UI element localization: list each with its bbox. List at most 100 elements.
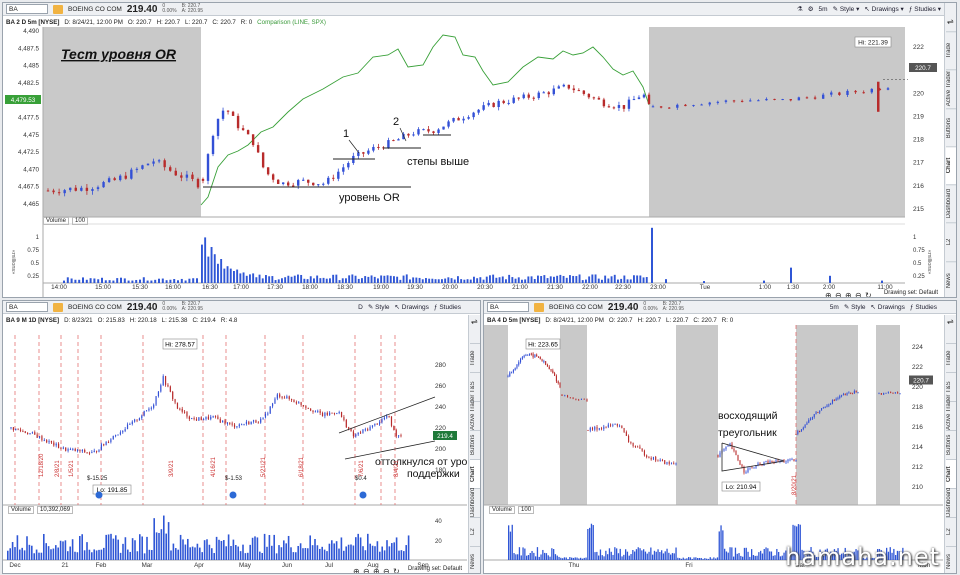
volume-bar — [227, 534, 230, 560]
volume-bar — [124, 537, 127, 560]
side-tab-buttons[interactable]: Buttons — [946, 430, 956, 459]
side-tab-news[interactable]: News — [470, 546, 480, 573]
volume-bar — [207, 256, 210, 283]
side-tab-trade[interactable]: Trade — [946, 31, 956, 70]
drawing-set-label[interactable]: Drawing set: Default — [883, 290, 938, 296]
symbol-input[interactable]: BA — [487, 302, 529, 312]
symbol-input[interactable]: BA — [6, 4, 48, 14]
main-price-chart[interactable]: Тест уровня OR 1 2 степы выше уровень OR 4,4… — [3, 27, 943, 298]
side-tab-active-trader[interactable]: Active Trader — [470, 395, 480, 430]
side-tab-buttons[interactable]: Buttons — [470, 430, 480, 459]
volume-bar — [306, 279, 309, 283]
candle-body — [723, 449, 725, 451]
hi-label: Hi: 278.57 — [165, 342, 195, 349]
volume-bar — [830, 551, 832, 560]
candle-body — [577, 90, 581, 92]
volume-bar — [850, 554, 852, 560]
change: 0 0.00% — [643, 301, 658, 312]
volume-bar — [535, 556, 537, 560]
volume-bar — [256, 537, 259, 560]
studies-button[interactable]: ƒ Studies — [909, 303, 937, 311]
side-tab-chart[interactable]: Chart — [470, 459, 480, 488]
style-button[interactable]: ✎ Style — [843, 304, 866, 311]
drawings-button[interactable]: ↖ Drawings ▾ — [864, 6, 904, 13]
side-tab-l2[interactable]: L2 — [946, 517, 956, 546]
volume-bar — [806, 554, 809, 560]
side-tab-dashboard[interactable]: Dashboard — [946, 184, 956, 223]
side-tab-dashboard[interactable]: Dashboard — [470, 488, 480, 517]
side-tab-l2[interactable]: L2 — [470, 517, 480, 546]
daily-price-chart[interactable]: оттолкнулся от уровняподдержки Hi: 278.57… — [3, 325, 467, 574]
side-tab-trade[interactable]: Trade — [470, 343, 480, 372]
volume-bar — [129, 551, 131, 560]
style-button[interactable]: ✎ Style — [367, 304, 390, 311]
volume-bar — [621, 556, 623, 560]
time-axis-tick: 17:30 — [267, 284, 283, 291]
volume-bar — [485, 276, 488, 283]
candle-body — [212, 416, 214, 418]
volume-bar — [686, 558, 688, 560]
drawings-button[interactable]: ↖ Drawings — [870, 304, 905, 311]
side-tab-news[interactable]: News — [946, 260, 956, 297]
side-tab-l2[interactable]: L2 — [946, 222, 956, 261]
collapse-icon[interactable]: ⇌ — [471, 317, 478, 326]
volume-bar — [646, 553, 648, 560]
candle-body — [27, 432, 29, 435]
style-button[interactable]: ✎ Style ▾ — [832, 6, 860, 13]
gear-icon[interactable]: ⚙ — [807, 6, 814, 13]
volume-bar — [634, 551, 636, 560]
drawings-button[interactable]: ↖ Drawings — [394, 304, 429, 311]
hi-label-bg — [525, 338, 561, 350]
candle-body — [765, 98, 768, 101]
volume-bar — [9, 548, 11, 560]
candle-body — [46, 440, 48, 443]
candle-body — [386, 416, 388, 418]
volume-bar — [398, 550, 400, 560]
drawing-set-label[interactable]: Drawing set: Default — [407, 566, 462, 572]
flask-icon[interactable]: ⚗ — [796, 6, 803, 13]
timeframe-button[interactable]: 5m — [818, 5, 828, 13]
side-tab-active-trader[interactable]: Active Trader — [946, 395, 956, 430]
timeframe-button[interactable]: D — [358, 303, 363, 311]
candle-body — [157, 160, 161, 162]
volume-bar — [331, 540, 333, 560]
volume-bar — [95, 550, 98, 560]
left-axis-tick: 4,467.5 — [18, 184, 40, 191]
volume-bar — [749, 556, 751, 560]
annotation-2: 2 — [393, 116, 399, 128]
candle-body — [592, 97, 596, 99]
intraday-4d-chart[interactable]: восходящий треугольник Hi: 223.65 Lo: 210.9… — [484, 325, 943, 574]
studies-button[interactable]: ƒ Studies ▾ — [908, 6, 941, 13]
volume-bar — [352, 545, 355, 560]
symbol-input[interactable]: BA — [6, 302, 48, 312]
volume-bar — [117, 539, 119, 560]
side-tab-dashboard[interactable]: Dashboard — [946, 488, 956, 517]
volume-bar — [182, 539, 184, 560]
candle-body — [741, 464, 743, 467]
volume-bar — [328, 543, 331, 560]
studies-button[interactable]: ƒ Studies — [433, 303, 461, 311]
candle-body — [207, 416, 209, 420]
side-tab-news[interactable]: News — [946, 546, 956, 573]
volume-bar — [787, 547, 789, 560]
collapse-icon[interactable]: ⇌ — [947, 317, 954, 326]
volume-bar — [233, 271, 235, 283]
volume-bar — [444, 278, 447, 283]
timeframe-button[interactable]: 5m — [829, 303, 839, 311]
candle-body — [596, 426, 598, 430]
candle-body — [684, 104, 687, 107]
side-tab-active-trader[interactable]: Active Trader — [946, 69, 956, 108]
side-tab-buttons[interactable]: Buttons — [946, 107, 956, 146]
afterhours-shade — [649, 27, 905, 217]
candle-body — [324, 412, 326, 417]
side-tab-chart[interactable]: Chart — [946, 145, 956, 185]
volume-bar — [64, 540, 67, 560]
candle-body — [317, 410, 319, 412]
side-tab-trade[interactable]: Trade — [946, 343, 956, 372]
side-tab-chart[interactable]: Chart — [946, 459, 956, 488]
volume-bar — [309, 276, 312, 283]
volume-bar — [808, 550, 810, 560]
collapse-icon[interactable]: ⇌ — [947, 17, 954, 26]
volume-bar — [421, 279, 424, 283]
volume-bar — [226, 266, 229, 283]
